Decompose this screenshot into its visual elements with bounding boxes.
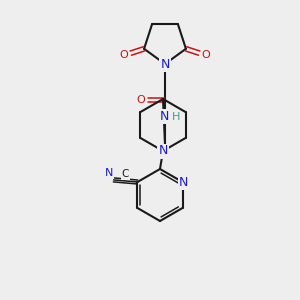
Text: N: N [160,58,170,70]
Text: O: O [202,50,210,60]
Text: O: O [136,95,146,105]
Text: O: O [120,50,128,60]
Text: N: N [158,145,168,158]
Text: H: H [172,112,180,122]
Text: N: N [179,176,188,188]
Text: N: N [104,168,113,178]
Text: N: N [159,110,169,122]
Text: C: C [122,169,129,179]
